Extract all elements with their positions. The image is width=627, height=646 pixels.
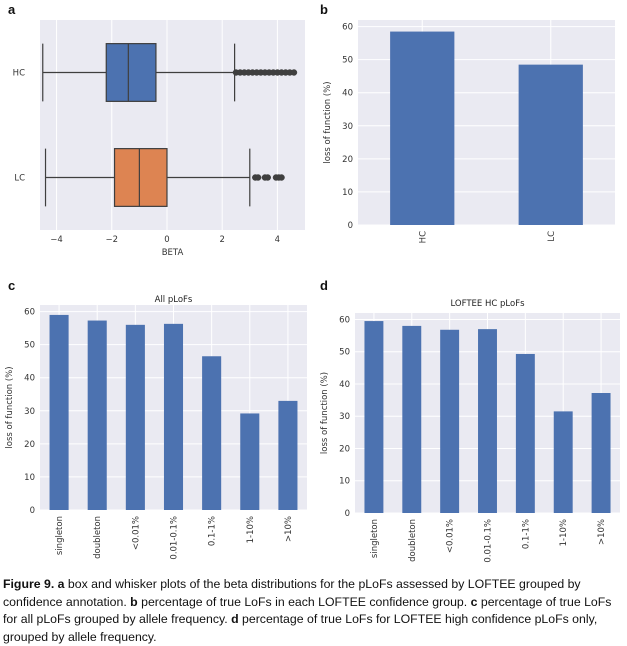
bar bbox=[402, 325, 422, 513]
x-tick-label: 0 bbox=[164, 235, 169, 245]
y-tick-label: 60 bbox=[339, 315, 350, 325]
x-tick-label: −4 bbox=[50, 235, 63, 245]
panel-title: All pLoFs bbox=[155, 295, 193, 305]
x-tick-label: >10% bbox=[597, 519, 607, 545]
bar bbox=[49, 314, 69, 510]
y-tick-label: 10 bbox=[339, 477, 350, 487]
bar bbox=[518, 64, 583, 225]
bar bbox=[591, 393, 611, 513]
y-tick-label: 60 bbox=[24, 308, 35, 318]
x-tick-label: singleton bbox=[370, 519, 380, 558]
bar bbox=[240, 413, 260, 510]
outlier-point bbox=[290, 69, 298, 76]
x-tick-label: doubleton bbox=[93, 516, 103, 559]
x-tick-label: 0.1-1% bbox=[208, 516, 218, 546]
y-tick-label: 30 bbox=[339, 412, 350, 422]
bar bbox=[163, 323, 184, 510]
y-tick-label: 60 bbox=[342, 23, 353, 33]
panel-a: a −4 −2 0 2 4 BETA HC LC bbox=[8, 2, 305, 258]
x-tick-label: 2 bbox=[219, 235, 224, 245]
outlier-point bbox=[264, 174, 271, 181]
x-tick-label: 0.1-1% bbox=[521, 519, 531, 549]
x-tick-label: <0.01% bbox=[446, 519, 456, 553]
x-tick-label: LC bbox=[547, 231, 557, 242]
caption-letter-d: d bbox=[231, 612, 239, 626]
bar bbox=[278, 400, 298, 510]
caption-text-d: percentage of true LoFs for LOFTEE high … bbox=[3, 612, 598, 644]
y-tick-label: 20 bbox=[339, 444, 350, 454]
x-tick-label: 4 bbox=[275, 235, 280, 245]
x-tick-label: 0.01-0.1% bbox=[484, 519, 494, 563]
y-tick-label: 50 bbox=[342, 56, 353, 66]
x-tick-label: <0.01% bbox=[131, 516, 141, 550]
panel-letter-d: d bbox=[320, 278, 328, 293]
bar bbox=[364, 321, 384, 513]
y-tick-label: 40 bbox=[24, 374, 35, 384]
bar bbox=[478, 329, 497, 513]
x-tick-label: doubleton bbox=[408, 519, 418, 562]
y-tick-label: 0 bbox=[345, 509, 350, 519]
panel-letter-b: b bbox=[320, 2, 328, 17]
panel-c: c All pLoFs 0 10 20 30 40 50 60 singleton doubleto… bbox=[5, 278, 307, 560]
y-tick-label: 40 bbox=[342, 89, 353, 99]
bar bbox=[125, 324, 145, 510]
box bbox=[105, 43, 157, 102]
y-tick-label: 30 bbox=[24, 407, 35, 417]
panel-letter-c: c bbox=[8, 278, 15, 293]
y-tick-label: 20 bbox=[24, 440, 35, 450]
y-tick-label: 10 bbox=[24, 473, 35, 483]
x-tick-label: 0.01-0.1% bbox=[170, 516, 180, 560]
bar bbox=[553, 411, 573, 513]
panel-title: LOFTEE HC pLoFs bbox=[450, 299, 525, 309]
bar bbox=[390, 31, 455, 225]
y-tick-label: 50 bbox=[24, 341, 35, 351]
y-tick-label: 20 bbox=[342, 155, 353, 165]
y-tick-label: 10 bbox=[342, 188, 353, 198]
y-tick-label: 30 bbox=[342, 122, 353, 132]
caption-text-a: box and whisker plots of the beta distri… bbox=[3, 577, 581, 609]
bar bbox=[515, 353, 535, 513]
x-tick-label: −2 bbox=[106, 235, 119, 245]
y-tick-label: 40 bbox=[339, 380, 350, 390]
panel-letter-a: a bbox=[8, 2, 16, 17]
outlier-point bbox=[254, 174, 262, 181]
caption-text-c: percentage of true LoFs for all pLoFs gr… bbox=[3, 594, 612, 627]
caption-letter-a: a bbox=[57, 577, 65, 591]
outlier-point bbox=[278, 174, 285, 181]
x-tick-label: 1-10% bbox=[246, 516, 256, 543]
panel-d: d LOFTEE HC pLoFs 0 10 20 30 40 50 60 singleton do… bbox=[320, 278, 620, 563]
panel-b: b 0 10 20 30 40 50 60 HC LC loss of function (%) bbox=[320, 2, 615, 243]
caption-figure-label: Figure 9. bbox=[3, 577, 55, 591]
caption-letter-c: c bbox=[470, 594, 478, 609]
y-axis-label: loss of function (%) bbox=[5, 366, 15, 448]
y-axis-label: loss of function (%) bbox=[320, 372, 330, 454]
y-tick-label: 50 bbox=[339, 348, 350, 358]
x-axis-label: BETA bbox=[162, 248, 184, 258]
caption-letter-b: b bbox=[130, 594, 138, 609]
x-tick-label: >10% bbox=[284, 516, 294, 542]
figure-caption: Figure 9. a box and whisker plots of the… bbox=[3, 576, 623, 646]
y-tick-label: 0 bbox=[348, 221, 353, 231]
box bbox=[113, 148, 168, 207]
bar bbox=[440, 329, 460, 513]
x-tick-label: 1-10% bbox=[559, 519, 569, 546]
x-tick-label: HC bbox=[418, 231, 428, 243]
figure: a −4 −2 0 2 4 BETA HC LC b 0 10 20 30 40 50 60 HC LC loss o… bbox=[5, 2, 620, 563]
bar bbox=[202, 356, 222, 510]
bar bbox=[87, 320, 107, 510]
x-tick-label: singleton bbox=[55, 516, 65, 555]
plot-area-a bbox=[40, 20, 305, 230]
caption-text-b: percentage of true LoFs in each LOFTEE c… bbox=[137, 594, 471, 609]
y-axis-label: loss of function (%) bbox=[323, 81, 333, 163]
y-tick-label: 0 bbox=[30, 506, 35, 516]
y-tick-label: HC bbox=[13, 69, 25, 79]
y-tick-label: LC bbox=[14, 174, 25, 184]
